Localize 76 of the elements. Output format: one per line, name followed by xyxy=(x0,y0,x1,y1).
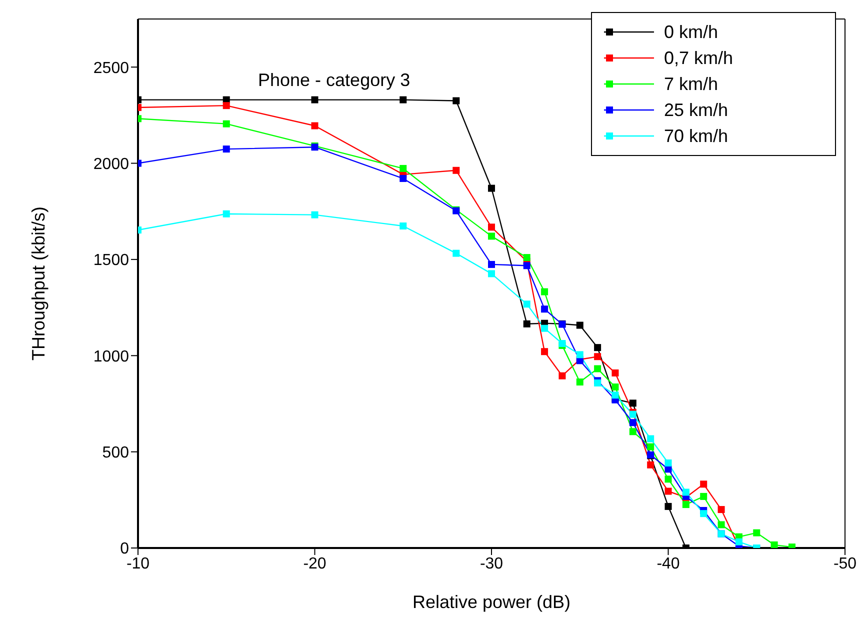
point xyxy=(576,378,584,386)
point xyxy=(523,254,530,262)
point xyxy=(629,419,636,426)
point xyxy=(735,538,742,546)
point xyxy=(664,488,672,495)
point xyxy=(576,351,584,358)
point xyxy=(664,502,672,510)
x-tick-label: -50 xyxy=(833,555,857,572)
point xyxy=(576,322,584,329)
point xyxy=(753,529,760,536)
point xyxy=(541,288,548,296)
legend-label: 7 km/h xyxy=(664,74,718,94)
point xyxy=(594,344,602,352)
point xyxy=(770,541,778,548)
point xyxy=(488,184,495,192)
point xyxy=(700,510,708,518)
point xyxy=(629,400,636,407)
point xyxy=(452,97,460,104)
point xyxy=(488,260,495,268)
point xyxy=(594,353,602,360)
x-tick-label: -20 xyxy=(303,555,326,572)
point xyxy=(400,96,407,104)
point xyxy=(664,459,672,466)
point xyxy=(311,122,318,130)
y-tick-label: 0 xyxy=(120,540,130,558)
text: Phone - category 3 xyxy=(258,70,410,90)
point xyxy=(523,320,530,328)
legend-label: 70 km/h xyxy=(664,126,728,146)
point xyxy=(718,506,725,514)
point xyxy=(541,348,548,356)
point xyxy=(647,461,654,468)
point xyxy=(452,250,460,257)
point xyxy=(222,210,230,218)
point xyxy=(523,300,530,308)
x-axis-title: Relative power (dB) xyxy=(412,592,571,612)
point xyxy=(647,435,654,442)
point xyxy=(664,476,672,483)
point xyxy=(523,262,530,270)
point xyxy=(700,480,708,488)
point xyxy=(311,211,318,218)
point xyxy=(400,174,407,182)
legend-label: 0 km/h xyxy=(664,22,718,42)
point xyxy=(488,232,495,240)
point xyxy=(400,222,407,230)
y-tick-label: 2000 xyxy=(93,156,130,173)
point xyxy=(558,372,566,380)
y-tick-label: 1500 xyxy=(93,252,130,270)
y-tick-label: 1000 xyxy=(93,348,130,366)
point xyxy=(488,224,495,231)
point xyxy=(718,521,725,528)
y-tick-label: 2500 xyxy=(93,60,130,77)
point xyxy=(612,383,619,390)
legend-label: 0,7 km/h xyxy=(664,48,734,68)
point xyxy=(594,365,602,372)
point xyxy=(452,166,460,174)
point xyxy=(612,369,619,376)
point xyxy=(612,392,619,399)
legend-label: 25 km/h xyxy=(664,100,728,120)
point xyxy=(541,306,548,313)
x-tick-label: -10 xyxy=(126,555,150,572)
point xyxy=(541,324,548,332)
point xyxy=(682,501,690,508)
y-tick-label: 500 xyxy=(102,444,130,462)
point xyxy=(311,96,318,104)
point xyxy=(222,120,230,128)
point xyxy=(682,488,690,496)
point xyxy=(488,270,495,278)
point xyxy=(222,146,230,153)
y-axis-title: THroughput (kbit/s) xyxy=(28,206,48,361)
x-tick-label: -30 xyxy=(480,555,504,572)
point xyxy=(222,102,230,110)
point xyxy=(700,492,708,500)
x-tick-label: -40 xyxy=(656,555,680,572)
point xyxy=(629,428,636,436)
point xyxy=(400,164,407,172)
point xyxy=(647,443,654,450)
